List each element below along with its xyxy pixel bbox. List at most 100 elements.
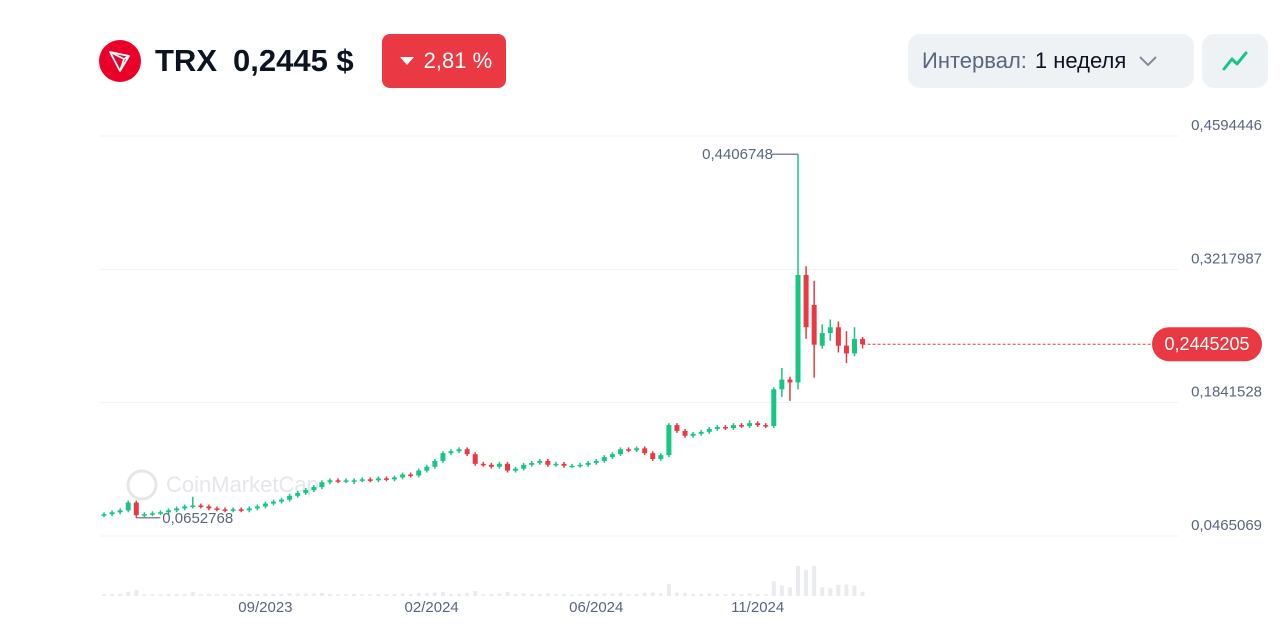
line-chart-icon — [1222, 51, 1248, 71]
candle — [658, 453, 664, 461]
volume-bar — [658, 593, 663, 596]
candle — [682, 428, 688, 438]
volume-bar — [416, 592, 421, 596]
candle — [811, 280, 817, 378]
candle — [739, 423, 745, 429]
volume-bar — [594, 593, 599, 596]
volume-bar — [319, 592, 324, 596]
candle-body — [601, 457, 607, 461]
candle — [819, 324, 825, 349]
candle-body — [480, 463, 486, 466]
candle-body — [448, 451, 454, 454]
candle — [254, 504, 260, 511]
candle — [561, 461, 567, 468]
candle-body — [101, 514, 107, 516]
x-tick-label: 09/2023 — [238, 599, 292, 616]
chart-type-toggle-button[interactable] — [1202, 34, 1268, 88]
x-tick-label: 02/2024 — [405, 599, 459, 616]
candle-body — [464, 449, 470, 455]
candle — [843, 331, 849, 364]
y-tick-label: 0,0465069 — [1191, 517, 1262, 534]
candle — [335, 478, 341, 484]
candle-body — [254, 506, 260, 509]
volume-bar — [755, 593, 760, 596]
candle-body — [141, 514, 147, 516]
candle-body — [835, 327, 841, 346]
candle-body — [109, 512, 115, 515]
volume-bar — [206, 593, 211, 596]
candle — [327, 478, 333, 485]
candle-body — [513, 468, 519, 471]
candle-body — [698, 431, 704, 434]
candle-body — [860, 338, 866, 345]
price-change-value: 2,81 % — [423, 48, 493, 73]
volume-bar — [255, 593, 260, 596]
volume-bar — [400, 593, 405, 596]
volume-bar — [699, 593, 704, 596]
volume-bar — [513, 593, 518, 596]
candle — [166, 508, 172, 515]
volume-bar — [214, 594, 219, 596]
candle-body — [755, 423, 761, 426]
candle — [585, 460, 591, 467]
volume-bar — [570, 594, 575, 596]
volume-bar — [731, 593, 736, 596]
candle-body — [432, 460, 438, 467]
interval-value: 1 неделя — [1034, 48, 1127, 73]
candle — [763, 423, 769, 429]
candle — [383, 476, 389, 482]
candle — [787, 376, 793, 401]
volume-bar — [844, 584, 849, 596]
candle — [222, 507, 228, 513]
candle-body — [166, 510, 172, 513]
candle-body — [416, 470, 422, 476]
candle — [714, 425, 720, 431]
candle — [650, 451, 656, 461]
candle-body — [537, 460, 543, 463]
volume-bar — [360, 594, 365, 596]
volume-bar — [537, 593, 542, 596]
candle — [521, 462, 527, 471]
volume-bar — [828, 588, 833, 596]
candle-body — [125, 502, 131, 511]
candle-body — [763, 425, 769, 427]
candle — [125, 500, 131, 513]
candle — [609, 452, 615, 459]
candle — [230, 507, 236, 513]
candle-body — [182, 506, 188, 509]
volume-bar — [134, 589, 139, 596]
volume-bar — [440, 591, 445, 596]
candle-body — [658, 455, 664, 459]
volume-bar — [521, 593, 526, 596]
candle — [141, 512, 147, 518]
candle-body — [424, 466, 430, 471]
volume-bar — [739, 594, 744, 596]
candle — [472, 452, 478, 466]
candle — [617, 447, 623, 457]
candle-body — [747, 423, 753, 427]
candle — [214, 506, 220, 512]
volume-bar — [190, 591, 195, 596]
min-price-label: 0,0652768 — [162, 510, 233, 527]
volume-bar — [610, 593, 615, 596]
candle — [747, 420, 753, 429]
candle-body — [287, 495, 293, 500]
interval-dropdown[interactable]: Интервал: 1 неделя — [908, 34, 1194, 88]
candle-body — [811, 304, 817, 345]
coin-price: 0,2445 $ — [233, 43, 354, 78]
candle — [488, 462, 494, 469]
volume-bar — [424, 593, 429, 596]
volume-bar — [126, 591, 131, 596]
candle-body — [739, 425, 745, 427]
volume-bar — [852, 585, 857, 596]
candle — [480, 461, 486, 467]
volume-bar — [505, 592, 510, 596]
volume-bar — [287, 593, 292, 596]
candle-body — [843, 345, 849, 354]
volume-bar — [102, 594, 106, 596]
candle — [408, 472, 414, 478]
volume-bar — [812, 566, 817, 596]
candle — [359, 477, 365, 483]
volume-bar — [683, 592, 688, 596]
